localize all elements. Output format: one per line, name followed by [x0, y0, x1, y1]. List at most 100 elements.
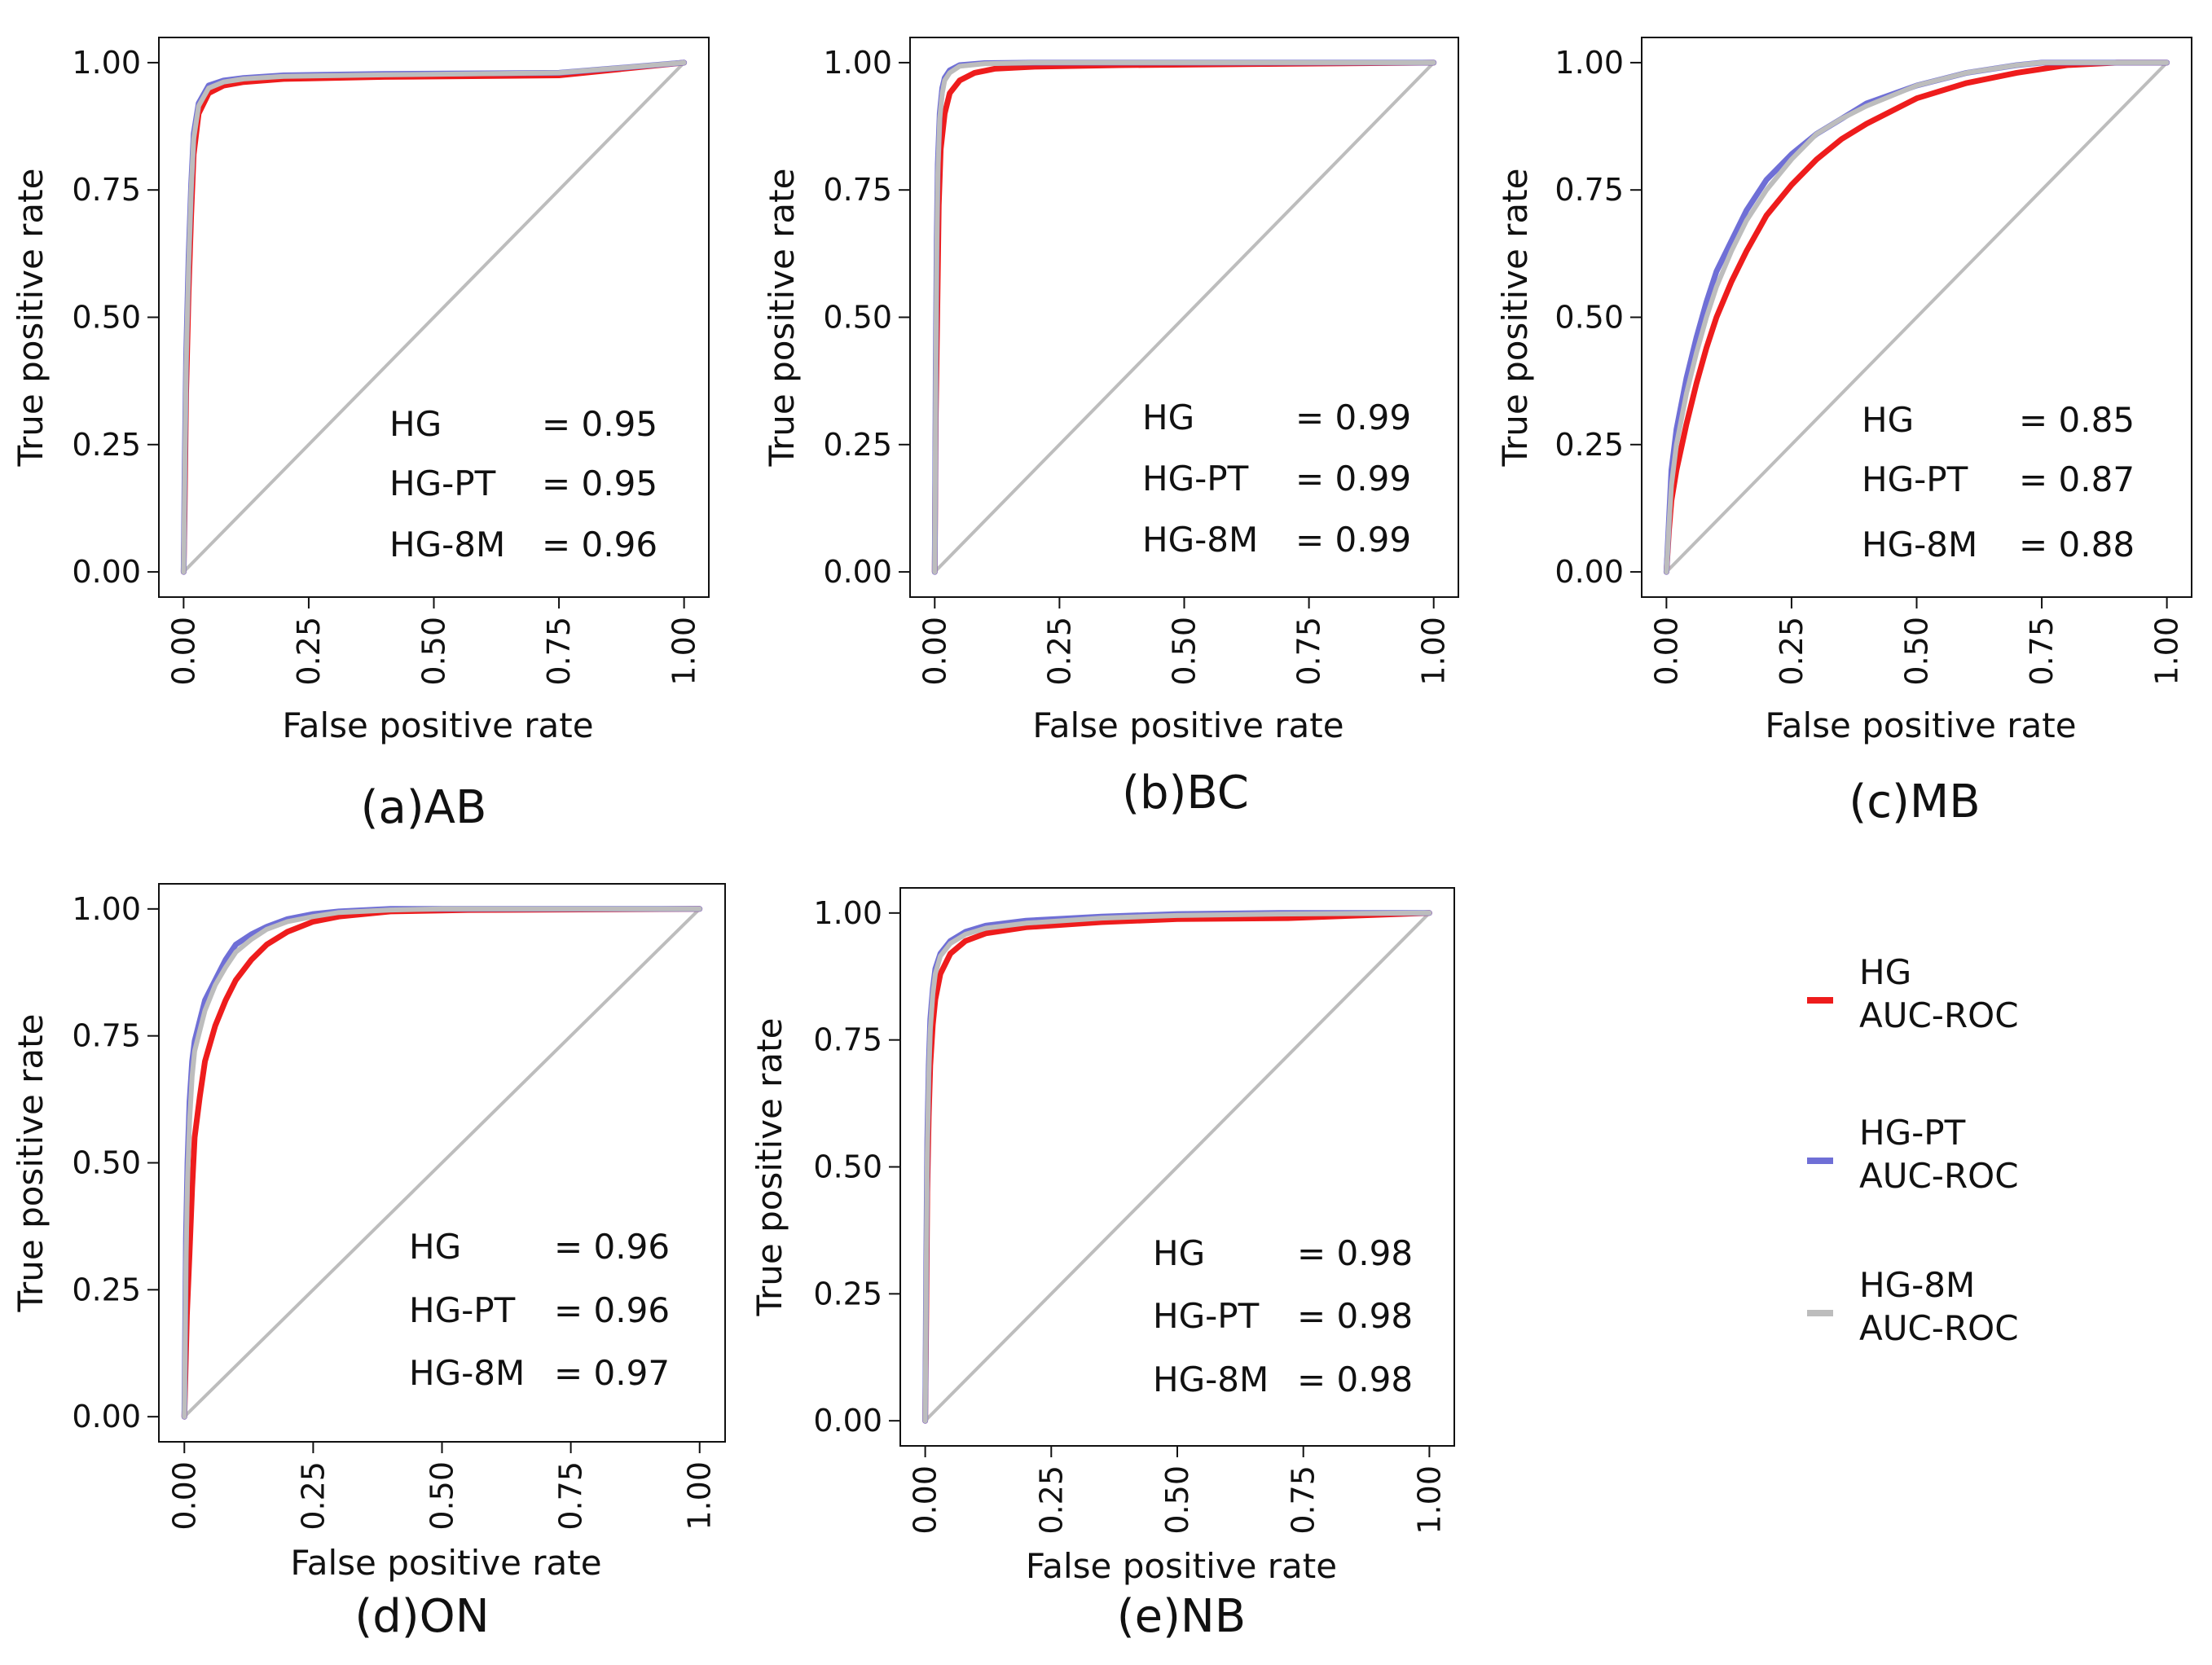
auc-value: = 0.85	[2019, 400, 2135, 440]
y-tick-label: 0.50	[823, 300, 892, 336]
auc-model-label: HG-PT	[1142, 459, 1249, 499]
y-axis-label: True positive rate	[11, 169, 51, 468]
x-tick-label: 0.25	[291, 617, 327, 686]
auc-value: = 0.96	[554, 1290, 670, 1330]
y-tick-label: 0.00	[72, 554, 141, 590]
auc-model-label: HG-8M	[389, 525, 505, 565]
panel-caption: (a)AB	[361, 781, 487, 834]
auc-model-label: HG	[1153, 1233, 1205, 1273]
panel-caption: (b)BC	[1122, 767, 1249, 819]
x-tick-label: 0.75	[1291, 617, 1327, 686]
roc-curve-hg	[1663, 59, 2170, 575]
auc-model-label: HG	[389, 404, 442, 444]
roc-panel-1: 0.00 0.25 0.50 0.75 1.00 0.00 0.25 0.50 0.75 1.00…	[11, 37, 710, 834]
panel-caption: (e)NB	[1117, 1590, 1246, 1643]
y-axis-label: True positive rate	[1495, 169, 1535, 468]
x-tick-label: 0.25	[1041, 617, 1077, 686]
auc-model-label: HG-8M	[1862, 525, 1977, 565]
y-axis-label: True positive rate	[750, 1018, 789, 1317]
y-tick-label: 0.25	[72, 1272, 141, 1307]
auc-model-label: HG	[1862, 400, 1914, 440]
legend-label: HG-8M	[1859, 1265, 1975, 1305]
roc-panel-5: 0.00 0.25 0.50 0.75 1.00 0.00 0.25 0.50 0.75 1.00…	[750, 887, 1455, 1643]
y-axis-label: True positive rate	[762, 169, 802, 468]
x-tick-label: 1.00	[666, 617, 702, 686]
x-tick-label: 0.25	[1033, 1465, 1069, 1535]
y-tick-label: 0.00	[823, 554, 892, 590]
roc-panel-4: 0.00 0.25 0.50 0.75 1.00 0.00 0.25 0.50 0.75 1.00…	[11, 883, 726, 1643]
auc-model-label: HG-PT	[1153, 1296, 1260, 1336]
x-tick-label: 0.50	[1899, 617, 1935, 686]
auc-value: = 0.99	[1295, 459, 1411, 499]
y-tick-label: 0.50	[1555, 300, 1624, 336]
x-axis-label: False positive rate	[290, 1543, 601, 1583]
y-tick-label: 1.00	[72, 45, 141, 81]
y-tick-label: 1.00	[823, 45, 892, 81]
x-tick-label: 1.00	[2149, 617, 2185, 686]
x-tick-label: 1.00	[682, 1461, 718, 1531]
auc-model-label: HG-PT	[409, 1290, 516, 1330]
auc-model-label: HG-8M	[1142, 520, 1258, 560]
auc-value: = 0.99	[1295, 520, 1411, 560]
y-tick-label: 0.00	[72, 1399, 141, 1434]
roc-panel-3: 0.00 0.25 0.50 0.75 1.00 0.00 0.25 0.50 0.75 1.00…	[1495, 37, 2192, 828]
roc-curve-hg-8m	[181, 59, 687, 575]
chance-diagonal-line	[933, 61, 1436, 573]
y-tick-label: 0.75	[72, 172, 141, 208]
y-tick-label: 0.75	[823, 172, 892, 208]
auc-model-label: HG-8M	[409, 1353, 525, 1393]
y-tick-label: 0.50	[72, 300, 141, 336]
auc-value: = 0.99	[1295, 398, 1411, 437]
auc-value: = 0.98	[1297, 1233, 1413, 1273]
roc-panel-2: 0.00 0.25 0.50 0.75 1.00 0.00 0.25 0.50 0.75 1.00…	[762, 37, 1459, 819]
auc-value: = 0.96	[554, 1227, 670, 1267]
roc-curve-hg-8m	[922, 910, 1432, 1424]
auc-value: = 0.96	[542, 525, 657, 565]
auc-value: = 0.97	[554, 1353, 670, 1393]
chance-diagonal-line	[183, 907, 701, 1418]
y-tick-label: 0.00	[1555, 554, 1624, 590]
roc-curve-hg-8m	[932, 59, 1436, 575]
auc-value: = 0.98	[1297, 1360, 1413, 1399]
auc-value: = 0.95	[542, 463, 657, 503]
x-tick-label: 1.00	[1411, 1465, 1447, 1535]
y-tick-label: 0.25	[1555, 427, 1624, 463]
x-axis-label: False positive rate	[1032, 705, 1343, 745]
x-tick-label: 0.00	[908, 1465, 943, 1535]
roc-curve-hg-8m	[182, 906, 702, 1420]
legend-sublabel: AUC-ROC	[1859, 1308, 2019, 1348]
x-tick-label: 0.75	[1286, 1465, 1321, 1535]
legend-label: HG-PT	[1859, 1113, 1966, 1153]
chance-diagonal-line	[1664, 61, 2169, 573]
y-tick-label: 1.00	[72, 891, 141, 927]
y-axis-label: True positive rate	[11, 1014, 51, 1313]
auc-model-label: HG	[409, 1227, 461, 1267]
legend-label: HG	[1859, 952, 1911, 992]
y-tick-label: 0.25	[72, 427, 141, 463]
auc-value: = 0.88	[2019, 525, 2135, 565]
y-tick-label: 0.00	[813, 1403, 882, 1439]
auc-model-label: HG	[1142, 398, 1194, 437]
auc-value: = 0.95	[542, 404, 657, 444]
chance-diagonal-line	[182, 61, 686, 573]
y-tick-label: 0.50	[72, 1145, 141, 1181]
x-tick-label: 0.00	[1648, 617, 1684, 686]
x-tick-label: 0.25	[295, 1461, 331, 1531]
x-tick-label: 0.50	[1159, 1465, 1195, 1535]
panel-caption: (c)MB	[1849, 775, 1980, 828]
x-tick-label: 0.50	[416, 617, 452, 686]
x-tick-label: 0.50	[1167, 617, 1203, 686]
y-tick-label: 1.00	[813, 895, 882, 931]
x-tick-label: 0.00	[166, 1461, 202, 1531]
y-tick-label: 0.25	[823, 427, 892, 463]
x-axis-label: False positive rate	[282, 705, 593, 745]
auc-value: = 0.98	[1297, 1296, 1413, 1336]
y-tick-label: 0.75	[72, 1018, 141, 1054]
x-tick-label: 0.25	[1774, 617, 1810, 686]
auc-model-label: HG-8M	[1153, 1360, 1269, 1399]
auc-model-label: HG-PT	[1862, 459, 1968, 499]
panel-caption: (d)ON	[354, 1590, 489, 1643]
x-tick-label: 1.00	[1416, 617, 1452, 686]
